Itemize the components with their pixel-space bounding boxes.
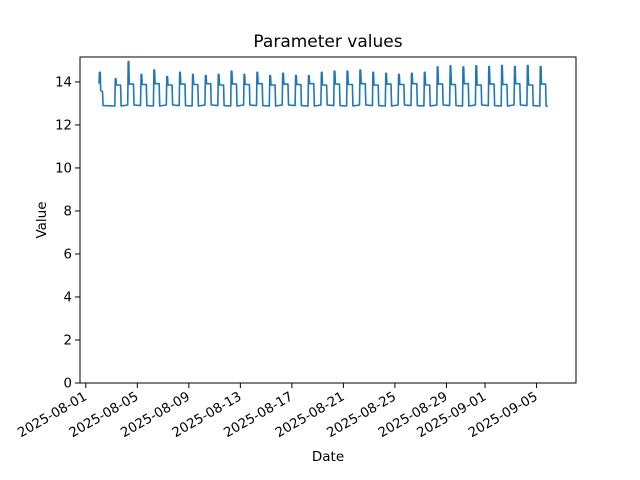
y-tick-label: 4: [64, 290, 72, 305]
y-axis-label: Value: [34, 201, 50, 238]
y-axis-ticks: 0 2 4 6 8 10 12 14: [55, 75, 80, 392]
y-tick-label: 6: [64, 247, 72, 262]
data-series-line: [98, 60, 548, 107]
y-tick-label: 0: [64, 377, 72, 392]
y-tick-label: 10: [55, 161, 72, 176]
y-tick-label: 2: [64, 333, 72, 348]
x-axis-label: Date: [312, 449, 344, 465]
chart-title: Parameter values: [253, 32, 402, 52]
y-tick-label: 8: [64, 204, 72, 219]
plot-border: [79, 56, 577, 384]
x-axis-ticks: 2025-08-012025-08-052025-08-092025-08-13…: [15, 383, 541, 441]
y-tick-label: 12: [55, 118, 72, 133]
y-tick-label: 14: [55, 75, 72, 90]
